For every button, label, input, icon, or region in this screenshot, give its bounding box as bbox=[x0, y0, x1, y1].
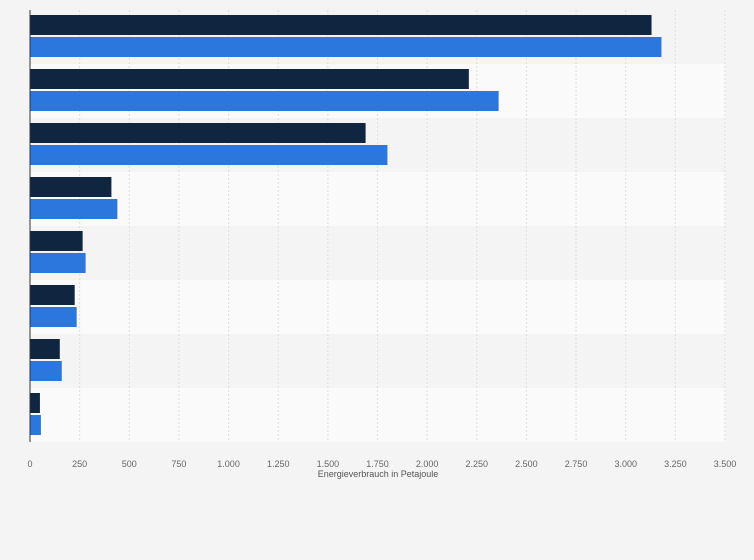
bar-series-1 bbox=[30, 393, 40, 413]
x-tick-label: 3.000 bbox=[614, 459, 637, 469]
x-tick-label: 2.000 bbox=[416, 459, 439, 469]
bar-series-1 bbox=[30, 177, 112, 197]
bar-series-2 bbox=[30, 199, 118, 219]
x-tick-label: 3.250 bbox=[664, 459, 687, 469]
x-tick-label: 1.250 bbox=[267, 459, 290, 469]
bar-series-2 bbox=[30, 361, 62, 381]
x-axis-title: Energieverbrauch in Petajoule bbox=[318, 469, 439, 479]
bar-series-1 bbox=[30, 69, 469, 89]
bar-series-2 bbox=[30, 307, 77, 327]
bars bbox=[30, 15, 662, 435]
x-tick-label: 1.500 bbox=[317, 459, 340, 469]
x-tick-label: 2.750 bbox=[565, 459, 588, 469]
bar-series-1 bbox=[30, 15, 652, 35]
x-tick-label: 2.500 bbox=[515, 459, 538, 469]
x-tick-label: 750 bbox=[171, 459, 186, 469]
x-tick-label: 500 bbox=[122, 459, 137, 469]
x-tick-label: 0 bbox=[27, 459, 32, 469]
bar-series-1 bbox=[30, 231, 83, 251]
x-tick-label: 1.750 bbox=[366, 459, 389, 469]
bar-series-2 bbox=[30, 37, 662, 57]
bar-series-2 bbox=[30, 145, 388, 165]
bar-series-1 bbox=[30, 285, 75, 305]
bar-series-1 bbox=[30, 339, 60, 359]
bar-series-2 bbox=[30, 415, 41, 435]
x-tick-label: 250 bbox=[72, 459, 87, 469]
x-tick-label: 1.000 bbox=[217, 459, 240, 469]
bar-series-2 bbox=[30, 91, 499, 111]
bar-series-1 bbox=[30, 123, 366, 143]
bar-series-2 bbox=[30, 253, 86, 273]
x-axis-ticks: 0 250 500 750 1.000 1.250 1.500 1.750 2.000 2.250… bbox=[27, 459, 736, 469]
x-tick-label: 2.250 bbox=[466, 459, 489, 469]
x-tick-label: 3.500 bbox=[714, 459, 737, 469]
